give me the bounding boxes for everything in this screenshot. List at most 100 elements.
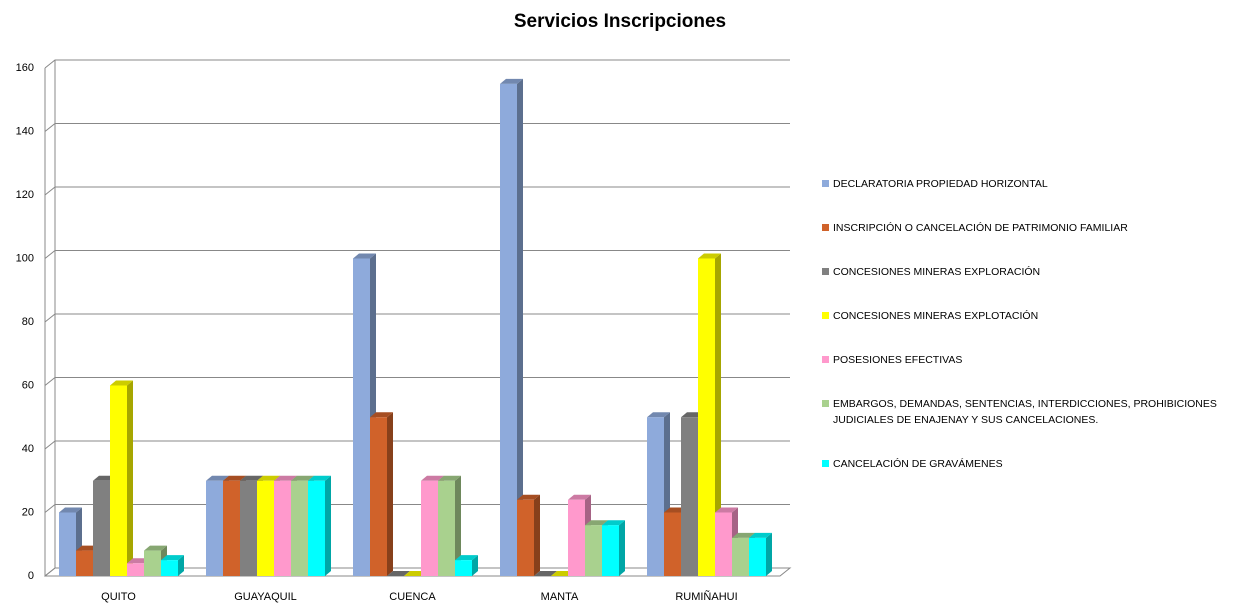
y-tick-label: 120 <box>16 189 34 201</box>
bar <box>715 512 732 576</box>
legend-swatch <box>822 460 829 467</box>
grid-line <box>44 313 790 323</box>
bar-top <box>517 494 540 500</box>
bar-side <box>766 532 772 576</box>
bar-top <box>161 555 184 561</box>
legend-item: INSCRIPCIÓN O CANCELACIÓN DE PATRIMONIO … <box>822 220 1236 236</box>
y-tick-label: 40 <box>22 443 34 455</box>
bar <box>602 525 619 576</box>
bar-top <box>602 520 625 526</box>
bar-top <box>455 555 478 561</box>
legend-item: DECLARATORIA PROPIEDAD HORIZONTAL <box>822 176 1236 192</box>
legend-swatch <box>822 180 829 187</box>
bar <box>291 480 308 576</box>
bar <box>76 550 93 576</box>
legend-label: CONCESIONES MINERAS EXPLORACIÓN <box>833 266 1041 278</box>
bar-top <box>387 571 410 576</box>
bar-top <box>291 475 314 481</box>
bar-top <box>438 475 461 481</box>
grid-line <box>44 440 790 450</box>
legend-swatch <box>822 400 829 407</box>
y-tick-label: 160 <box>16 62 34 74</box>
grid-line <box>44 567 790 577</box>
bar-top <box>500 78 523 84</box>
bar <box>308 480 325 576</box>
bar-top <box>585 520 608 526</box>
bar-top <box>206 475 229 481</box>
bar <box>223 480 240 576</box>
legend-item: CONCESIONES MINERAS EXPLOTACIÓN <box>822 308 1236 324</box>
bar-side <box>619 520 625 576</box>
legend-swatch <box>822 268 829 275</box>
bar-side <box>472 555 478 576</box>
bar <box>438 480 455 576</box>
legend-item: CONCESIONES MINERAS EXPLORACIÓN <box>822 264 1236 280</box>
bar <box>370 417 387 576</box>
bar-top <box>698 253 721 259</box>
legend-item: EMBARGOS, DEMANDAS, SENTENCIAS, INTERDIC… <box>822 396 1236 428</box>
bar-side <box>455 475 461 576</box>
bar <box>517 499 534 576</box>
bar-side <box>178 555 184 576</box>
bar <box>110 385 127 576</box>
bar <box>698 258 715 576</box>
legend-swatch <box>822 356 829 363</box>
legend-label: POSESIONES EFECTIVAS <box>833 354 963 366</box>
bar <box>59 512 76 576</box>
bar <box>568 499 585 576</box>
bar <box>732 537 749 576</box>
legend-label: INSCRIPCIÓN O CANCELACIÓN DE PATRIMONIO … <box>833 222 1128 234</box>
bar-top <box>647 412 670 418</box>
bar <box>240 480 257 576</box>
bar-top <box>257 475 280 481</box>
grid-line <box>44 123 790 132</box>
bar <box>144 550 161 576</box>
chart-title: Servicios Inscripciones <box>514 11 726 32</box>
bar <box>274 480 291 576</box>
bar-top <box>240 475 263 481</box>
grid-line <box>44 59 790 69</box>
grid-line <box>44 186 790 196</box>
legend-item: CANCELACIÓN DE GRAVÁMENES <box>822 456 1236 472</box>
grid-line <box>44 377 790 386</box>
x-tick-label: GUAYAQUIL <box>234 591 297 603</box>
y-tick-label: 60 <box>22 379 34 391</box>
bar-side <box>325 475 331 576</box>
y-tick-label: 80 <box>22 316 34 328</box>
bar-side <box>715 253 721 576</box>
bar-side <box>517 78 523 576</box>
bar <box>500 83 517 576</box>
grid-line <box>44 504 790 513</box>
bar-top <box>223 475 246 481</box>
bar-top <box>534 571 557 576</box>
bar-top <box>308 475 331 481</box>
bar <box>681 417 698 576</box>
bar-top <box>353 253 376 259</box>
bar <box>421 480 438 576</box>
bar-side <box>534 494 540 576</box>
legend-swatch <box>822 312 829 319</box>
legend-label: DECLARATORIA PROPIEDAD HORIZONTAL <box>833 178 1048 190</box>
bar-top <box>732 532 755 538</box>
bar <box>455 560 472 576</box>
legend-label: CONCESIONES MINERAS EXPLOTACIÓN <box>833 310 1039 322</box>
bar-top <box>59 507 82 513</box>
bar <box>127 563 144 576</box>
x-tick-label: RUMIÑAHUI <box>675 590 737 603</box>
bar <box>585 525 602 576</box>
bar <box>749 537 766 576</box>
bar-top <box>110 380 133 386</box>
grid-line <box>44 250 790 259</box>
y-tick-label: 100 <box>16 252 34 264</box>
bar-side <box>127 380 133 576</box>
bar-top <box>715 507 738 513</box>
legend-label: EMBARGOS, DEMANDAS, SENTENCIAS, INTERDIC… <box>833 398 1217 426</box>
bar <box>161 560 178 576</box>
bar <box>257 480 274 576</box>
bar <box>93 480 110 576</box>
y-tick-label: 0 <box>28 570 34 582</box>
bar <box>206 480 223 576</box>
bar-side <box>387 412 393 576</box>
